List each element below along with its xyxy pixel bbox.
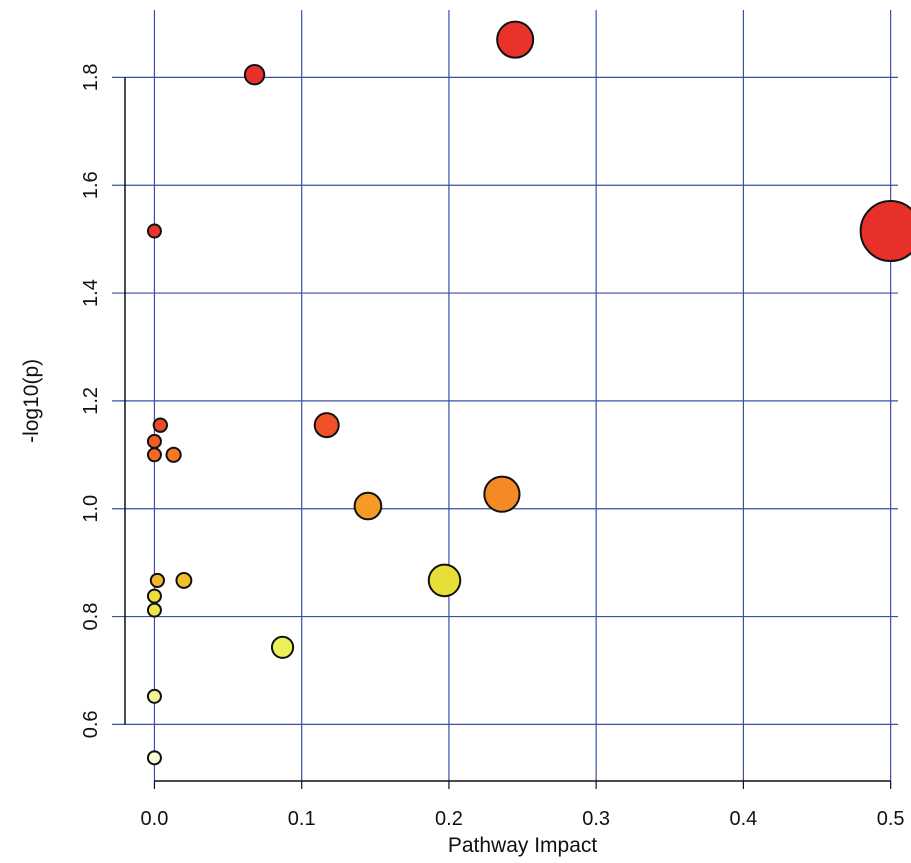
x-axis-title: Pathway Impact bbox=[448, 834, 598, 857]
data-point bbox=[152, 417, 169, 433]
data-point bbox=[427, 563, 462, 598]
y-tick-label: 0.6 bbox=[80, 710, 102, 738]
data-point bbox=[175, 571, 193, 589]
grid-layer bbox=[112, 10, 898, 781]
y-tick-label: 0.8 bbox=[80, 603, 102, 631]
data-point bbox=[313, 412, 340, 439]
data-point bbox=[243, 64, 266, 86]
y-tick-labels: 0.6 0.8 1.0 1.2 1.4 1.6 1.8 bbox=[80, 63, 102, 738]
y-axis-title: -log10(p) bbox=[20, 359, 43, 443]
x-tick-label: 0.4 bbox=[729, 808, 757, 830]
x-tick-label: 0.5 bbox=[877, 808, 905, 830]
axis-layer bbox=[124, 77, 892, 789]
x-tick-label: 0.3 bbox=[582, 808, 610, 830]
data-points bbox=[146, 20, 911, 766]
data-point bbox=[496, 20, 535, 59]
x-tick-label: 0.1 bbox=[288, 808, 316, 830]
data-point bbox=[353, 491, 383, 521]
data-point bbox=[146, 588, 162, 604]
data-point bbox=[483, 475, 521, 513]
data-point bbox=[270, 635, 295, 659]
data-point bbox=[149, 572, 165, 589]
data-point bbox=[146, 602, 162, 618]
y-tick-label: 1.4 bbox=[80, 279, 102, 307]
y-tick-label: 1.0 bbox=[80, 495, 102, 523]
x-tick-label: 0.2 bbox=[435, 808, 463, 830]
data-point bbox=[146, 750, 162, 766]
x-tick-labels: 0.0 0.1 0.2 0.3 0.4 0.5 bbox=[141, 808, 905, 830]
y-tick-label: 1.6 bbox=[80, 171, 102, 199]
data-point bbox=[146, 688, 162, 704]
data-point bbox=[859, 200, 911, 263]
data-point bbox=[165, 446, 182, 463]
data-point bbox=[146, 433, 162, 449]
data-point bbox=[146, 223, 162, 239]
y-tick-label: 1.2 bbox=[80, 387, 102, 415]
x-tick-label: 0.0 bbox=[141, 808, 169, 830]
y-tick-label: 1.8 bbox=[80, 63, 102, 91]
data-point bbox=[146, 447, 162, 463]
